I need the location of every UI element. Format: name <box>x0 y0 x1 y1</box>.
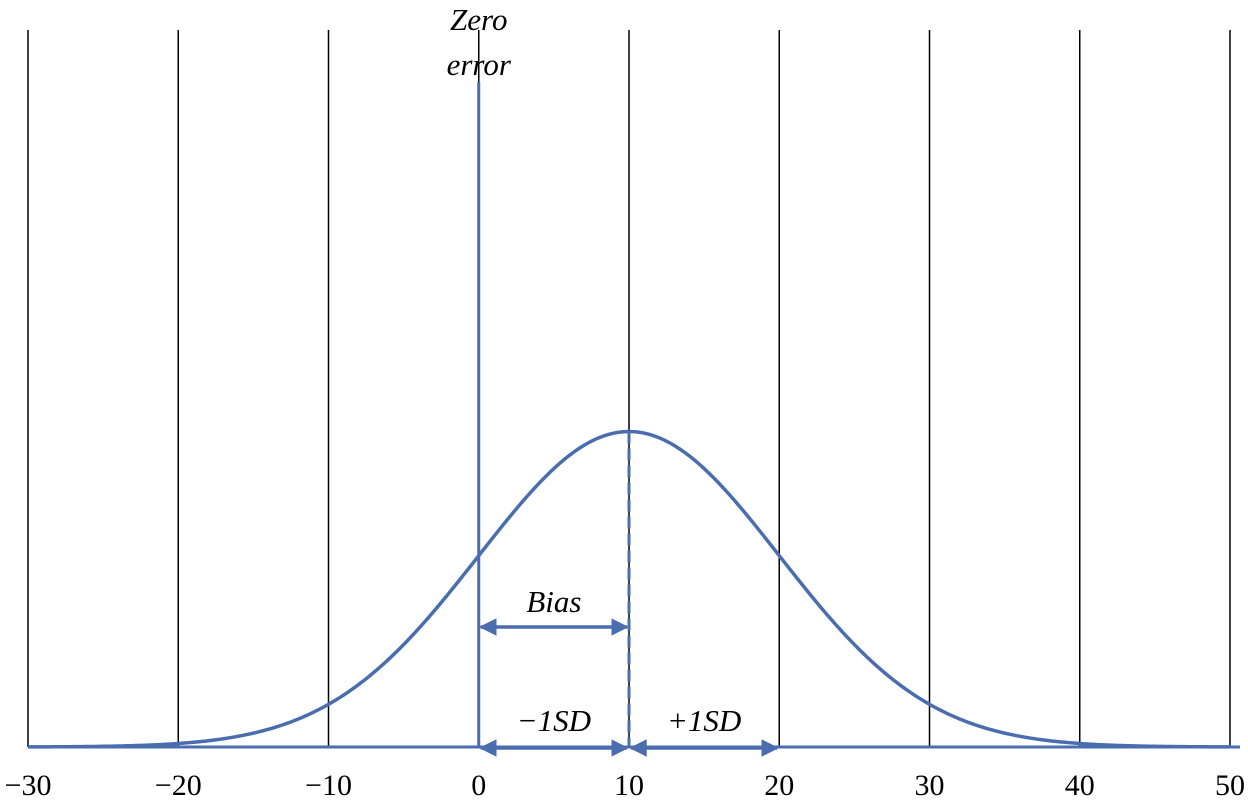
x-tick-label: −30 <box>5 769 52 802</box>
bias-label: Bias <box>526 584 581 619</box>
x-tick-label: −20 <box>155 769 202 802</box>
x-tick-label: 40 <box>1065 769 1095 802</box>
x-tick-label: 0 <box>471 769 486 802</box>
x-tick-label: 50 <box>1215 769 1245 802</box>
minus-sd-label: −1SD <box>517 703 591 738</box>
plus-sd-label: +1SD <box>667 703 741 738</box>
x-tick-label: 20 <box>764 769 794 802</box>
x-tick-label: −10 <box>305 769 352 802</box>
x-tick-label: 30 <box>915 769 945 802</box>
zero-error-label-line2: error <box>447 47 512 82</box>
x-tick-labels: −30 −20 −10 0 10 20 30 40 50 <box>5 769 1245 802</box>
zero-error-label-line1: Zero <box>450 2 507 37</box>
x-tick-label: 10 <box>614 769 644 802</box>
